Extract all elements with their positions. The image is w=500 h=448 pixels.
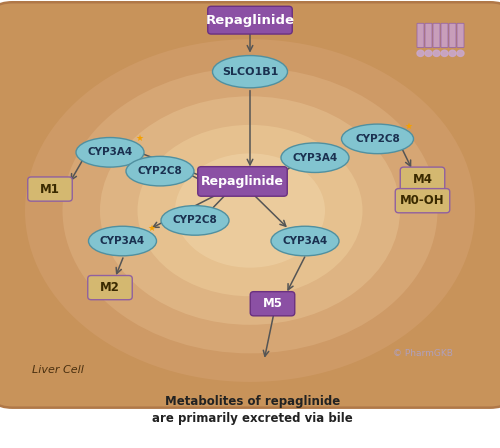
Text: ★: ★ xyxy=(404,122,412,131)
FancyBboxPatch shape xyxy=(425,23,432,47)
FancyBboxPatch shape xyxy=(441,23,448,47)
Circle shape xyxy=(425,50,432,56)
Circle shape xyxy=(433,50,440,56)
Circle shape xyxy=(457,50,464,56)
FancyBboxPatch shape xyxy=(433,23,440,47)
Text: CYP2C8: CYP2C8 xyxy=(355,134,400,144)
Text: © PharmGKB: © PharmGKB xyxy=(392,349,452,358)
Text: Repaglinide: Repaglinide xyxy=(206,13,294,27)
Ellipse shape xyxy=(25,39,475,382)
Text: Metabolites of repaglinide
are primarily excreted via bile: Metabolites of repaglinide are primarily… xyxy=(152,395,353,425)
FancyBboxPatch shape xyxy=(457,23,464,47)
FancyBboxPatch shape xyxy=(449,23,456,47)
Circle shape xyxy=(449,50,456,56)
Ellipse shape xyxy=(175,153,325,268)
FancyBboxPatch shape xyxy=(0,2,500,408)
Text: CYP2C8: CYP2C8 xyxy=(172,215,218,225)
FancyBboxPatch shape xyxy=(88,276,132,300)
Circle shape xyxy=(441,50,448,56)
Text: SLCO1B1: SLCO1B1 xyxy=(222,67,278,77)
Ellipse shape xyxy=(161,206,229,235)
Circle shape xyxy=(417,50,424,56)
Ellipse shape xyxy=(88,226,156,256)
FancyBboxPatch shape xyxy=(395,189,450,213)
FancyBboxPatch shape xyxy=(417,23,424,47)
Ellipse shape xyxy=(281,143,349,172)
Text: ★: ★ xyxy=(148,224,156,233)
Text: Liver Cell: Liver Cell xyxy=(32,365,84,375)
Ellipse shape xyxy=(342,124,413,154)
Ellipse shape xyxy=(76,138,144,167)
FancyBboxPatch shape xyxy=(250,292,295,316)
Ellipse shape xyxy=(126,156,194,186)
FancyBboxPatch shape xyxy=(400,167,445,191)
Text: M4: M4 xyxy=(412,172,432,186)
FancyBboxPatch shape xyxy=(198,167,287,196)
Ellipse shape xyxy=(271,226,339,256)
Text: CYP3A4: CYP3A4 xyxy=(292,153,338,163)
Ellipse shape xyxy=(138,125,362,296)
Text: CYP3A4: CYP3A4 xyxy=(88,147,132,157)
Ellipse shape xyxy=(62,68,438,353)
FancyBboxPatch shape xyxy=(208,6,292,34)
Text: M0-OH: M0-OH xyxy=(400,194,445,207)
Ellipse shape xyxy=(100,96,400,325)
Text: CYP3A4: CYP3A4 xyxy=(282,236,328,246)
FancyBboxPatch shape xyxy=(28,177,72,201)
Text: M5: M5 xyxy=(262,297,282,310)
Text: M2: M2 xyxy=(100,281,120,294)
Ellipse shape xyxy=(212,56,288,88)
Text: CYP3A4: CYP3A4 xyxy=(100,236,145,246)
Text: M1: M1 xyxy=(40,182,60,196)
Text: CYP2C8: CYP2C8 xyxy=(138,166,182,176)
Text: ★: ★ xyxy=(135,134,143,143)
Text: Repaglinide: Repaglinide xyxy=(201,175,284,188)
